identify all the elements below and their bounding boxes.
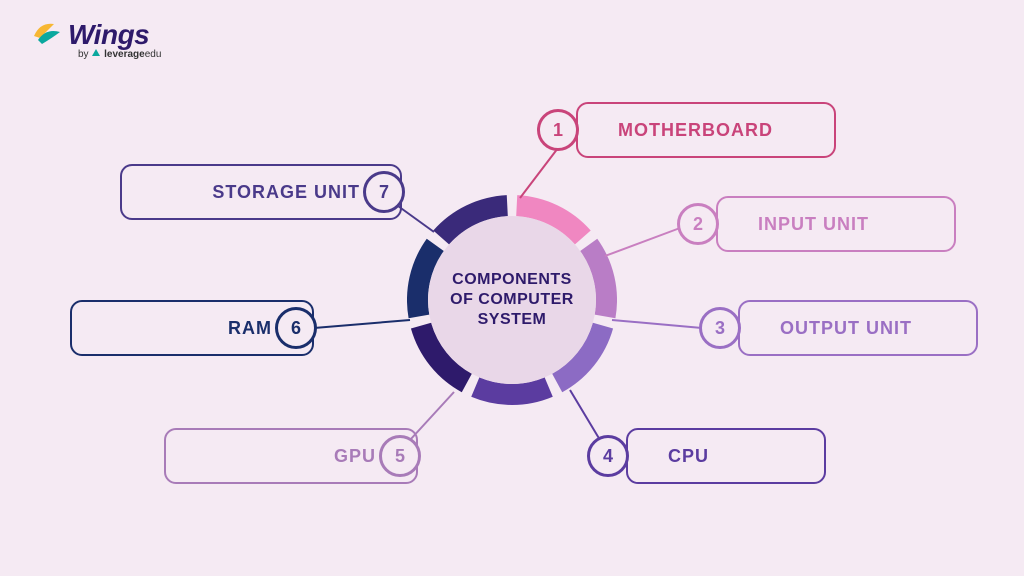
node-badge-3: 3 — [699, 307, 741, 349]
node-badge-7: 7 — [363, 171, 405, 213]
node-label: RAM — [228, 318, 272, 339]
node-badge-4: 4 — [587, 435, 629, 477]
node-label: OUTPUT UNIT — [780, 318, 912, 339]
node-badge-5: 5 — [379, 435, 421, 477]
node-box-1: MOTHERBOARD — [576, 102, 836, 158]
node-label: MOTHERBOARD — [618, 120, 773, 141]
node-badge-2: 2 — [677, 203, 719, 245]
node-label: GPU — [334, 446, 376, 467]
node-label: INPUT UNIT — [758, 214, 869, 235]
node-badge-6: 6 — [275, 307, 317, 349]
node-box-3: OUTPUT UNIT — [738, 300, 978, 356]
node-box-4: CPU — [626, 428, 826, 484]
node-label: STORAGE UNIT — [212, 182, 360, 203]
node-label: CPU — [668, 446, 709, 467]
connector-lines — [0, 0, 1024, 576]
node-box-7: STORAGE UNIT — [120, 164, 402, 220]
node-box-2: INPUT UNIT — [716, 196, 956, 252]
diagram-stage: COMPONENTS OF COMPUTER SYSTEM MOTHERBOAR… — [0, 0, 1024, 576]
node-badge-1: 1 — [537, 109, 579, 151]
